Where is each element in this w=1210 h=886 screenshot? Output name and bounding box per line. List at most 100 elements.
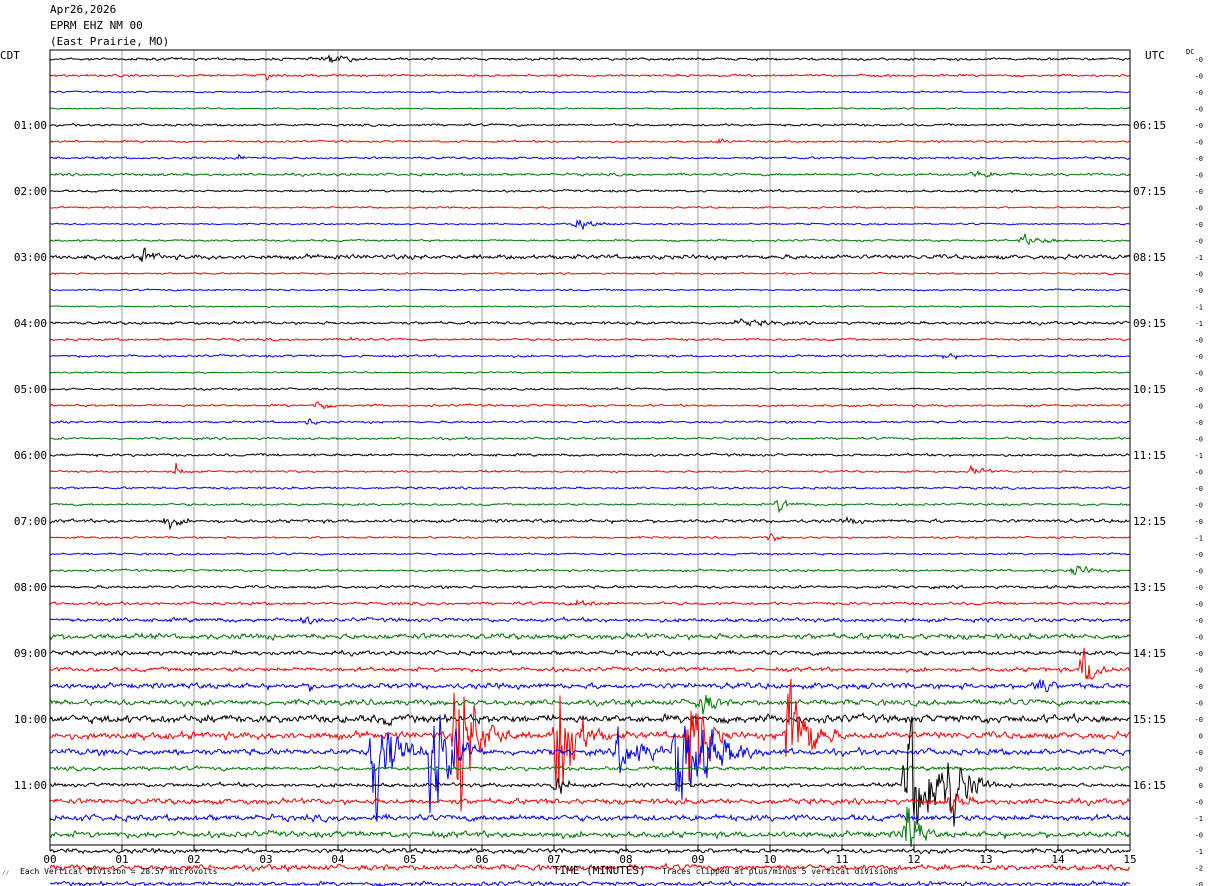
dc-offset-value: -0 xyxy=(1195,419,1203,427)
station-code: EPRM EHZ NM 00 xyxy=(50,19,143,32)
utc-hour-label: 06:15 xyxy=(1133,119,1166,132)
seismic-trace xyxy=(49,288,1131,292)
cdt-hour-label: 05:00 xyxy=(14,383,47,396)
cdt-hour-label: 07:00 xyxy=(14,515,47,528)
dc-offset-value: -0 xyxy=(1195,122,1203,130)
seismic-trace xyxy=(49,485,1131,491)
seismic-trace xyxy=(49,533,1131,542)
dc-offset-value: -0 xyxy=(1195,436,1203,444)
utc-hour-label: 07:15 xyxy=(1133,185,1166,198)
plot-frame xyxy=(49,49,1131,846)
seismic-trace xyxy=(49,678,1130,693)
seismic-trace xyxy=(50,304,1131,308)
dc-offset-value: -0 xyxy=(1195,89,1203,97)
dc-offset-value: -0 xyxy=(1195,518,1203,526)
x-tick-label: 04 xyxy=(331,853,345,866)
cdt-hour-label: 08:00 xyxy=(14,581,47,594)
cdt-hour-label: 02:00 xyxy=(14,185,47,198)
dc-offset-value: -0 xyxy=(1195,205,1203,213)
dc-offset-value: -1 xyxy=(1195,320,1203,328)
utc-hour-label: 10:15 xyxy=(1133,383,1166,396)
dc-offset-value: -0 xyxy=(1195,188,1203,196)
seismic-trace xyxy=(49,219,1131,230)
seismic-trace xyxy=(49,616,1131,625)
x-tick-label: 15 xyxy=(1123,853,1136,866)
seismic-trace xyxy=(49,54,1131,64)
seismic-trace xyxy=(49,107,1131,111)
x-tick-label: 01 xyxy=(115,853,128,866)
utc-hour-label: 08:15 xyxy=(1133,251,1166,264)
dc-offset-value: -0 xyxy=(1195,238,1203,246)
seismic-trace xyxy=(49,793,1131,813)
dc-offset-value: -0 xyxy=(1195,386,1203,394)
dc-offset-value: 0 xyxy=(1199,733,1203,741)
dc-offset-value: -1 xyxy=(1195,304,1203,312)
seismic-trace xyxy=(49,387,1131,392)
x-tick-label: 02 xyxy=(187,853,200,866)
cdt-label: CDT xyxy=(0,49,20,62)
utc-hour-label: 12:15 xyxy=(1133,515,1166,528)
cdt-hour-label: 10:00 xyxy=(14,713,47,726)
utc-hour-label: 15:15 xyxy=(1133,713,1166,726)
corner-mark: ⁄⁄ xyxy=(2,870,10,877)
x-axis-ticks xyxy=(49,845,1131,851)
seismic-trace xyxy=(49,205,1131,210)
dc-offset-value: -0 xyxy=(1195,73,1203,81)
seismic-trace xyxy=(49,862,1131,873)
x-tick-label: 03 xyxy=(259,853,272,866)
x-tick-label: 08 xyxy=(619,853,632,866)
seismic-trace xyxy=(49,170,1131,178)
dc-offset-value: -0 xyxy=(1195,650,1203,658)
dc-offset-value: -0 xyxy=(1195,106,1203,114)
seismic-trace xyxy=(49,336,1131,342)
dc-offset-value: -0 xyxy=(1195,667,1203,675)
seismic-trace xyxy=(49,436,1131,441)
x-tick-label: 06 xyxy=(475,853,488,866)
dc-offset-value: -0 xyxy=(1195,502,1203,510)
seismic-trace xyxy=(49,516,1130,531)
seismic-trace xyxy=(49,806,1131,847)
dc-offset-value: -0 xyxy=(1195,749,1203,757)
dc-offset-value: -0 xyxy=(1195,832,1203,840)
cdt-hour-label: 11:00 xyxy=(14,779,47,792)
seismic-trace xyxy=(49,401,1131,410)
x-tick-label: 10 xyxy=(763,853,776,866)
dc-offset-value: -0 xyxy=(1195,353,1203,361)
x-tick-label: 00 xyxy=(43,853,56,866)
x-tick-label: 09 xyxy=(691,853,704,866)
seismic-trace xyxy=(49,647,1131,681)
cdt-hour-label: 06:00 xyxy=(14,449,47,462)
dc-offset-value: -0 xyxy=(1195,799,1203,807)
dc-offset-value: -1 xyxy=(1195,452,1203,460)
dc-offset-value: -0 xyxy=(1195,700,1203,708)
utc-hour-label: 14:15 xyxy=(1133,647,1166,660)
seismic-trace xyxy=(49,233,1131,246)
dc-offset-value: -1 xyxy=(1195,815,1203,823)
seismic-trace xyxy=(49,463,1131,475)
dc-offset-value: -0 xyxy=(1195,139,1203,147)
seismic-trace xyxy=(49,631,1131,642)
dc-offset-value: -0 xyxy=(1195,485,1203,493)
dc-offset-header: DC xyxy=(1186,48,1195,56)
dc-offset-value: -0 xyxy=(1195,716,1203,724)
vertical-scale-note: Each Vertical Division = 28.57 microvolt… xyxy=(20,867,218,876)
x-tick-label: 07 xyxy=(547,853,560,866)
dc-offset-value: -0 xyxy=(1195,634,1203,642)
seismic-trace xyxy=(49,812,1131,824)
seismic-trace xyxy=(49,189,1131,194)
seismic-trace xyxy=(49,318,1131,327)
utc-hour-label: 16:15 xyxy=(1133,779,1166,792)
seismic-trace xyxy=(49,712,1131,727)
utc-label: UTC xyxy=(1145,49,1165,62)
cdt-hour-label: 03:00 xyxy=(14,251,47,264)
seismic-trace xyxy=(49,452,1131,458)
seismic-trace xyxy=(49,122,1131,128)
seismic-trace xyxy=(49,371,1131,374)
seismic-trace xyxy=(49,418,1131,425)
seismic-trace xyxy=(49,90,1131,94)
dc-offset-value: -0 xyxy=(1195,271,1203,279)
seismic-trace xyxy=(49,247,1131,262)
seismic-traces xyxy=(49,54,1131,886)
